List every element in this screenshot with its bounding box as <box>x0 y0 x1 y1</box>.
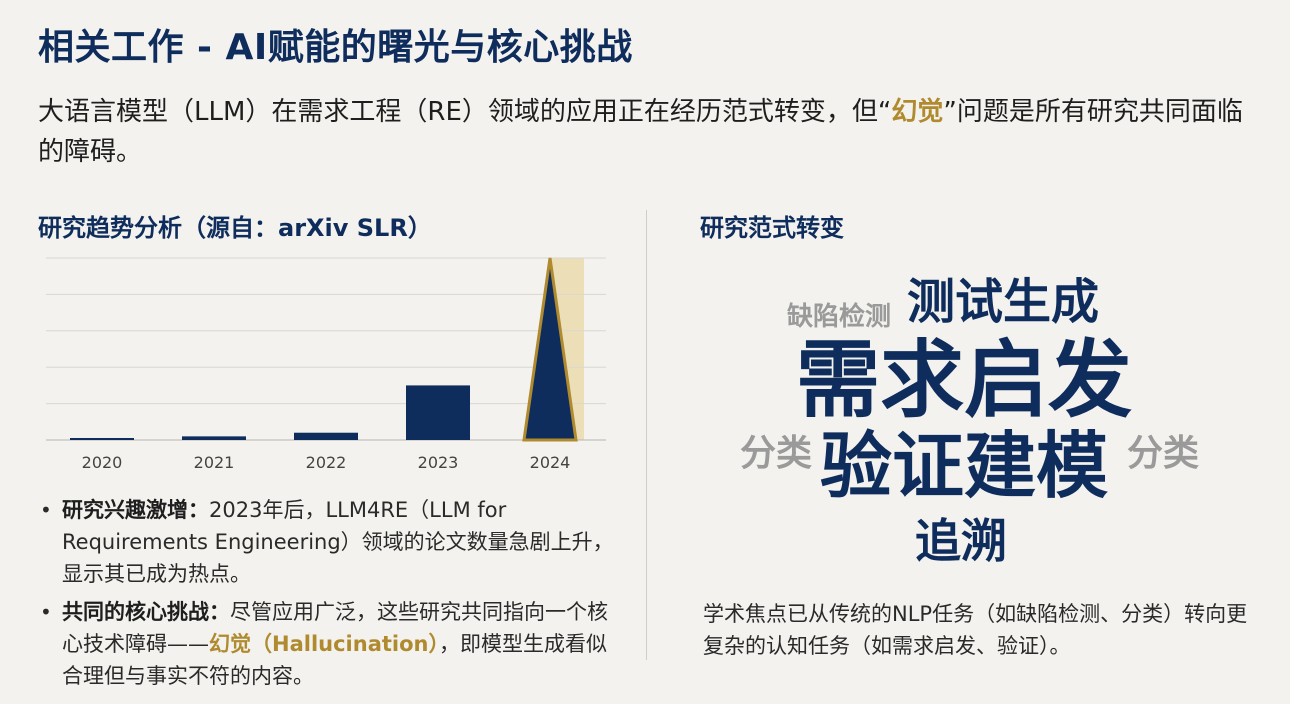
word-classification-left: 分类 <box>740 433 813 474</box>
slide-subtitle: 大语言模型（LLM）在需求工程（RE）领域的应用正在经历范式转变，但“幻觉”问题… <box>38 92 1258 172</box>
bullet-dot-icon: • <box>40 600 52 624</box>
word-classification-right: 分类 <box>1127 433 1200 474</box>
bullet-2-text-before: 尽管应用广泛，这些研究共同指向一个核心技术障碍—— <box>62 600 608 656</box>
bullet-2-bold: 共同的核心挑战： <box>62 600 230 624</box>
paradigm-section-title: 研究范式转变 <box>700 214 844 242</box>
trend-bullet-list: • 研究兴趣激增：2023年后，LLM4RE（LLM for Requireme… <box>38 494 623 698</box>
word-verification-modeling: 验证建模 <box>820 424 1109 508</box>
x-tick-label: 2022 <box>306 453 347 472</box>
bullet-2-highlight: 幻觉（Hallucination） <box>209 632 439 656</box>
x-tick-label: 2021 <box>194 453 235 472</box>
trend-section-title: 研究趋势分析（源自：arXiv SLR） <box>38 214 432 242</box>
chart-bar-2021 <box>182 436 246 440</box>
chart-bar-2023 <box>406 385 470 440</box>
bullet-2-text-after: ，即模型生成看似合理但与事实不符的内容。 <box>62 632 607 688</box>
chart-bar-2022 <box>294 432 358 440</box>
word-tracing: 追溯 <box>915 514 1007 568</box>
chart-bar-2020 <box>70 438 134 440</box>
bullet-1-text: 2023年后，LLM4RE（LLM for Requirements Engin… <box>62 498 614 586</box>
bullet-core-challenge: • 共同的核心挑战：尽管应用广泛，这些研究共同指向一个核心技术障碍——幻觉（Ha… <box>38 596 623 692</box>
x-tick-label: 2024 <box>530 453 571 472</box>
subtitle-text-before: 大语言模型（LLM）在需求工程（RE）领域的应用正在经历范式转变，但“ <box>38 97 892 127</box>
bullet-1-bold: 研究兴趣激增： <box>62 498 209 522</box>
subtitle-highlight: 幻觉 <box>891 97 944 127</box>
word-test-generation: 测试生成 <box>907 274 1100 330</box>
task-word-cloud: 测试生成 缺陷检测 需求启发 分类 验证建模 分类 追溯 <box>660 260 1280 580</box>
bullet-interest-surge: • 研究兴趣激增：2023年后，LLM4RE（LLM for Requireme… <box>38 494 623 590</box>
word-defect-detection: 缺陷检测 <box>787 302 892 332</box>
slide-title: 相关工作 - AI赋能的曙光与核心挑战 <box>38 27 633 68</box>
bullet-dot-icon: • <box>40 498 52 522</box>
x-tick-label: 2020 <box>82 453 123 472</box>
chart-bar-2024 <box>522 257 578 442</box>
x-tick-label: 2023 <box>418 453 459 472</box>
column-divider <box>646 210 647 660</box>
paradigm-description: 学术焦点已从传统的NLP任务（如缺陷检测、分类）转向更复杂的认知任务（如需求启发… <box>703 602 1248 658</box>
subtitle-text-after: ”问题是所有研究共同面临的障碍。 <box>38 97 1243 167</box>
word-requirements-elicitation: 需求启发 <box>796 331 1133 429</box>
trend-chart: 2020 2021 2022 2023 2024 <box>46 257 606 472</box>
